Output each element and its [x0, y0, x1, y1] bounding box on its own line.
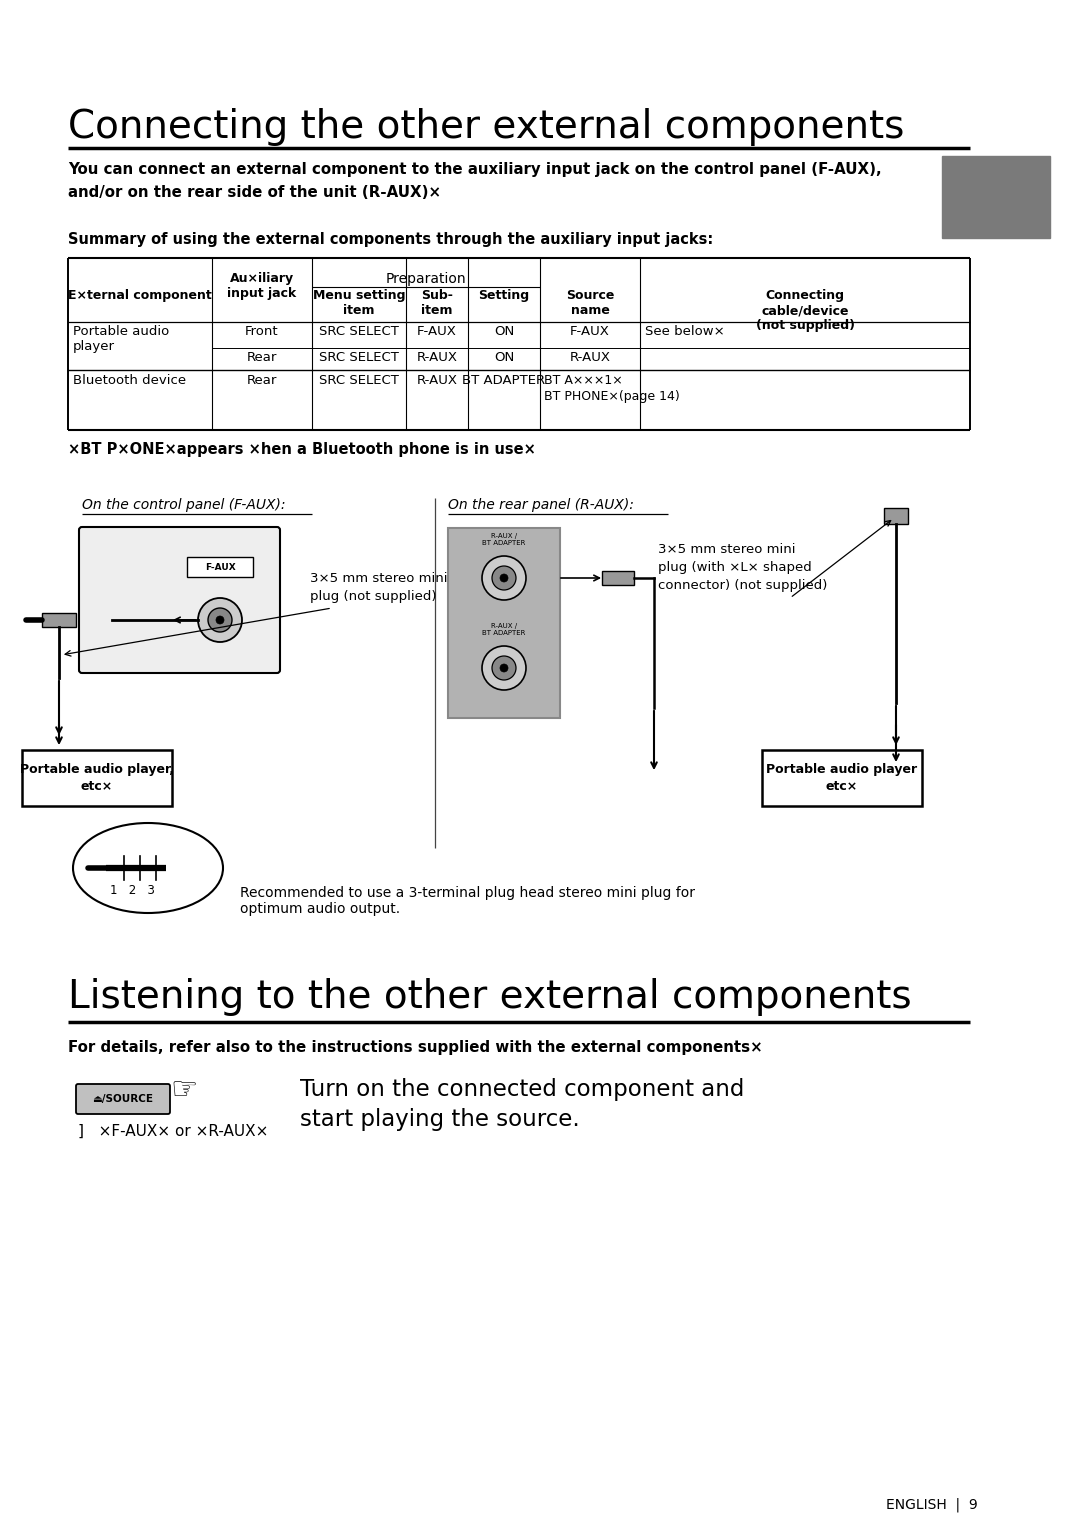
Text: Summary of using the external components through the auxiliary input jacks:: Summary of using the external components… — [68, 231, 713, 247]
Text: Front: Front — [245, 325, 279, 339]
Text: SRC SELECT: SRC SELECT — [319, 325, 399, 339]
Circle shape — [208, 608, 232, 633]
Circle shape — [500, 574, 508, 582]
Text: On the rear panel (R-AUX):: On the rear panel (R-AUX): — [448, 498, 634, 512]
Text: 3×5 mm stereo mini: 3×5 mm stereo mini — [658, 542, 796, 556]
Text: plug (not supplied): plug (not supplied) — [310, 590, 436, 604]
Text: F-AUX: F-AUX — [570, 325, 610, 339]
Text: Setting: Setting — [478, 290, 529, 302]
Bar — [942, 156, 1050, 237]
Text: Portable audio player,: Portable audio player, — [21, 763, 174, 777]
Circle shape — [482, 556, 526, 601]
Text: ENGLISH  |  9: ENGLISH | 9 — [887, 1498, 978, 1512]
Text: For details, refer also to the instructions supplied with the external component: For details, refer also to the instructi… — [68, 1040, 762, 1056]
Text: SRC SELECT: SRC SELECT — [319, 374, 399, 388]
Bar — [602, 571, 634, 585]
Circle shape — [500, 663, 508, 673]
Text: E×ternal component: E×ternal component — [68, 290, 212, 302]
Circle shape — [216, 616, 224, 624]
Bar — [762, 751, 922, 806]
Text: R-AUX /
BT ADAPTER: R-AUX / BT ADAPTER — [483, 624, 526, 636]
Text: ☞: ☞ — [170, 1077, 198, 1106]
Text: ON: ON — [494, 351, 514, 365]
Text: Connecting the other external components: Connecting the other external components — [68, 107, 904, 146]
Text: On the control panel (F-AUX):: On the control panel (F-AUX): — [82, 498, 285, 512]
Circle shape — [198, 597, 242, 642]
FancyBboxPatch shape — [79, 527, 280, 673]
Circle shape — [492, 656, 516, 680]
Text: ON: ON — [494, 325, 514, 339]
Text: Portable audio: Portable audio — [73, 325, 170, 339]
Text: R-AUX: R-AUX — [417, 351, 458, 365]
Text: and/or on the rear side of the unit (R-AUX)×: and/or on the rear side of the unit (R-A… — [68, 185, 441, 201]
Text: ⏏/SOURCE: ⏏/SOURCE — [93, 1094, 153, 1105]
Text: etc×: etc× — [826, 780, 859, 792]
Text: BT PHONE×(page 14): BT PHONE×(page 14) — [544, 391, 679, 403]
Text: Recommended to use a 3-terminal plug head stereo mini plug for
optimum audio out: Recommended to use a 3-terminal plug hea… — [240, 885, 696, 916]
Text: Connecting
cable/device
(not supplied): Connecting cable/device (not supplied) — [756, 290, 854, 332]
Bar — [187, 558, 253, 578]
Text: plug (with ×L× shaped: plug (with ×L× shaped — [658, 561, 812, 574]
Text: Source
name: Source name — [566, 290, 615, 317]
Text: BT ADAPTER: BT ADAPTER — [462, 374, 545, 388]
Text: Turn on the connected component and
start playing the source.: Turn on the connected component and star… — [300, 1079, 744, 1131]
Text: Preparation: Preparation — [386, 273, 467, 286]
Text: Bluetooth device: Bluetooth device — [73, 374, 186, 388]
Text: etc×: etc× — [81, 780, 113, 792]
Text: F-AUX: F-AUX — [204, 562, 235, 571]
Ellipse shape — [73, 823, 222, 913]
Bar — [885, 509, 908, 524]
Text: ×BT P×ONE×appears ×hen a Bluetooth phone is in use×: ×BT P×ONE×appears ×hen a Bluetooth phone… — [68, 443, 536, 457]
Text: player: player — [73, 340, 114, 352]
Text: Listening to the other external components: Listening to the other external componen… — [68, 977, 912, 1016]
Text: Au×iliary
input jack: Au×iliary input jack — [228, 273, 297, 300]
Bar — [22, 751, 172, 806]
Text: 3×5 mm stereo mini: 3×5 mm stereo mini — [310, 571, 447, 585]
Text: You can connect an external component to the auxiliary input jack on the control: You can connect an external component to… — [68, 162, 881, 178]
Text: Portable audio player: Portable audio player — [767, 763, 918, 777]
Circle shape — [482, 647, 526, 689]
Text: Menu setting
item: Menu setting item — [313, 290, 405, 317]
Text: R-AUX: R-AUX — [417, 374, 458, 388]
Text: See below×: See below× — [645, 325, 725, 339]
Text: R-AUX: R-AUX — [569, 351, 610, 365]
Text: Sub-
item: Sub- item — [421, 290, 453, 317]
Text: Rear: Rear — [247, 374, 278, 388]
Text: SRC SELECT: SRC SELECT — [319, 351, 399, 365]
Bar — [448, 529, 561, 719]
Text: R-AUX /
BT ADAPTER: R-AUX / BT ADAPTER — [483, 533, 526, 545]
FancyBboxPatch shape — [76, 1085, 170, 1114]
Text: F-AUX: F-AUX — [417, 325, 457, 339]
Circle shape — [492, 565, 516, 590]
Bar — [42, 613, 76, 627]
Text: ]   ×F-AUX× or ×R-AUX×: ] ×F-AUX× or ×R-AUX× — [78, 1124, 268, 1138]
Text: BT A×××1×: BT A×××1× — [544, 374, 623, 388]
Text: connector) (not supplied): connector) (not supplied) — [658, 579, 827, 591]
Text: 1   2   3: 1 2 3 — [110, 884, 154, 896]
Text: Rear: Rear — [247, 351, 278, 365]
